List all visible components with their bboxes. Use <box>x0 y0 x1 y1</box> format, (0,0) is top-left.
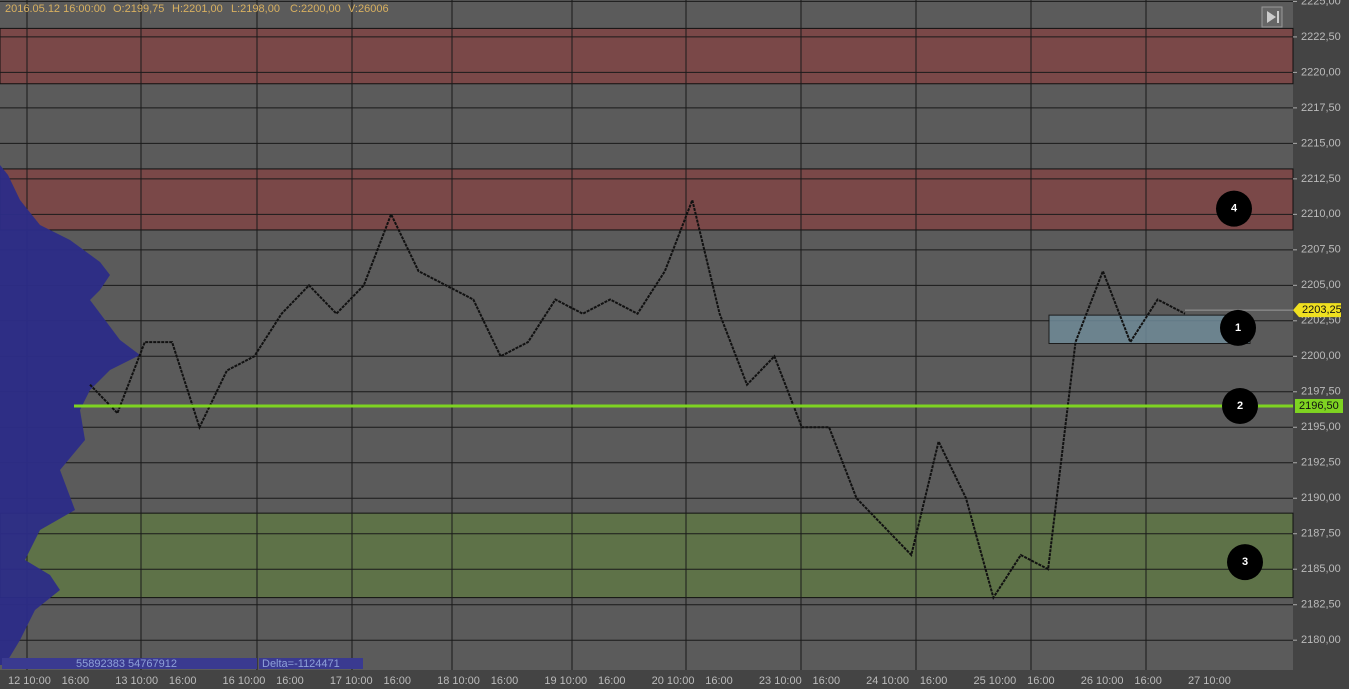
x-tick-label: 16:00 <box>920 675 948 687</box>
x-tick-label: 18 10:00 <box>437 675 480 687</box>
marker <box>1227 544 1263 581</box>
x-tick-label: 12 10:00 <box>8 675 51 687</box>
x-tick-label: 16:00 <box>705 675 733 687</box>
zone <box>0 27 1294 85</box>
price-line <box>89 196 1186 601</box>
y-tick-label: 2195,00 <box>1301 421 1341 433</box>
delta-bar <box>259 658 363 669</box>
y-tick-label: 2200,00 <box>1301 350 1341 362</box>
last-price-label: 2203,25 <box>1302 304 1342 316</box>
y-tick-label: 2182,50 <box>1301 599 1341 611</box>
x-tick-label: 20 10:00 <box>652 675 695 687</box>
x-tick-label: 25 10:00 <box>973 675 1016 687</box>
x-tick-label: 24 10:00 <box>866 675 909 687</box>
header-volume: V:26006 <box>348 3 389 15</box>
x-tick-label: 27 10:00 <box>1188 675 1231 687</box>
y-tick-label: 2220,00 <box>1301 66 1341 78</box>
level-label-bg <box>1295 398 1343 413</box>
y-tick-label: 2187,50 <box>1301 528 1341 540</box>
y-tick-label: 2212,50 <box>1301 173 1341 185</box>
y-tick-label: 2222,50 <box>1301 31 1341 43</box>
header-time: 2016.05.12 16:00:00 <box>5 3 106 15</box>
x-tick-label: 23 10:00 <box>759 675 802 687</box>
time-axis <box>0 670 1293 689</box>
level-label: 2196,50 <box>1299 400 1339 412</box>
range-box <box>1048 314 1251 345</box>
x-tick-label: 16 10:00 <box>223 675 266 687</box>
y-tick-label: 2202,50 <box>1301 315 1341 327</box>
x-tick-label: 19 10:00 <box>544 675 587 687</box>
last-price-label-bg <box>1293 303 1341 318</box>
y-tick-label: 2207,50 <box>1301 244 1341 256</box>
x-tick-label: 17 10:00 <box>330 675 373 687</box>
header-high: H:2201,00 <box>172 3 223 15</box>
y-tick-label: 2192,50 <box>1301 457 1341 469</box>
x-tick-label: 16:00 <box>491 675 519 687</box>
x-tick-label: 16:00 <box>276 675 304 687</box>
x-tick-label: 16:00 <box>598 675 626 687</box>
x-tick-label: 16:00 <box>1134 675 1162 687</box>
header-open: O:2199,75 <box>113 3 164 15</box>
zone <box>0 168 1294 231</box>
header-low: L:2198,00 <box>231 3 280 15</box>
profile-totals: 55892383 54767912 <box>76 658 177 670</box>
marker <box>1216 190 1252 227</box>
y-tick-label: 2217,50 <box>1301 102 1341 114</box>
y-tick-label: 2185,00 <box>1301 563 1341 575</box>
profile-bar <box>2 658 257 669</box>
marker <box>1220 309 1256 346</box>
volume-profile <box>0 165 140 665</box>
marker-label: 2 <box>1237 400 1243 412</box>
header-close: C:2200,00 <box>290 3 341 15</box>
x-tick-label: 13 10:00 <box>115 675 158 687</box>
delta: Delta=-1124471 <box>262 658 340 670</box>
x-tick-label: 16:00 <box>813 675 841 687</box>
y-tick-label: 2225,00 <box>1301 0 1341 7</box>
marker-label: 3 <box>1242 556 1248 568</box>
y-tick-label: 2205,00 <box>1301 279 1341 291</box>
x-tick-label: 16:00 <box>1027 675 1055 687</box>
zone <box>0 512 1294 599</box>
y-tick-label: 2210,00 <box>1301 208 1341 220</box>
marker-label: 4 <box>1231 203 1238 215</box>
price-axis <box>1293 0 1349 689</box>
marker <box>1222 387 1258 424</box>
y-tick-label: 2197,50 <box>1301 386 1341 398</box>
y-tick-label: 2190,00 <box>1301 492 1341 504</box>
marker-label: 1 <box>1235 322 1241 334</box>
x-tick-label: 26 10:00 <box>1081 675 1124 687</box>
x-tick-label: 16:00 <box>62 675 90 687</box>
scroll-end-icon <box>1267 11 1279 23</box>
x-tick-label: 16:00 <box>169 675 197 687</box>
y-tick-label: 2180,00 <box>1301 634 1341 646</box>
x-tick-label: 16:00 <box>383 675 411 687</box>
y-tick-label: 2215,00 <box>1301 137 1341 149</box>
